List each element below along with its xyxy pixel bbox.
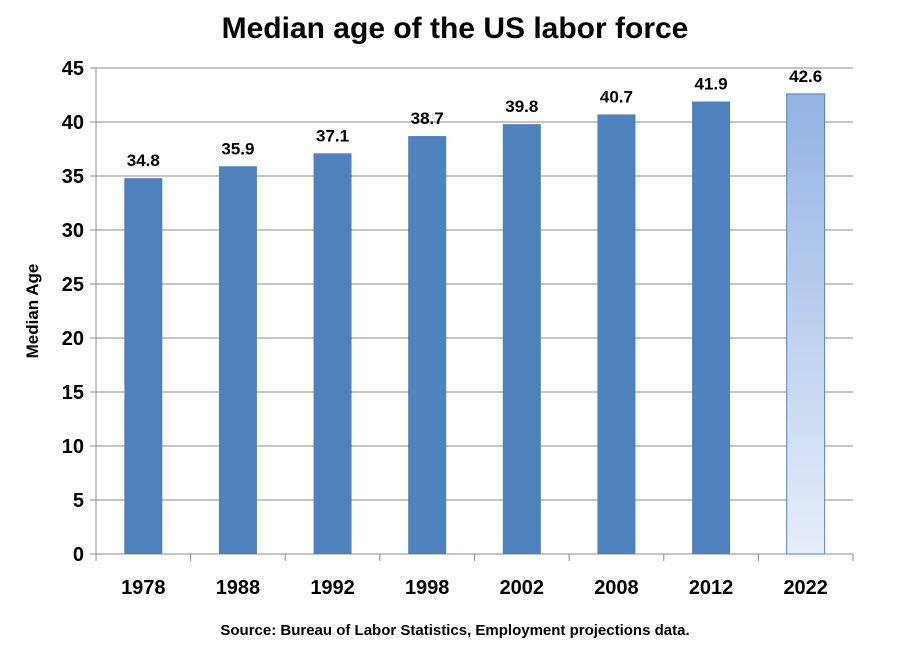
bar-2022 — [786, 93, 826, 555]
y-tick-label: 0 — [73, 544, 84, 566]
x-tick-label: 1988 — [216, 577, 261, 599]
data-label: 37.1 — [316, 126, 349, 145]
x-tick-label: 1992 — [310, 577, 355, 599]
data-labels: 34.8 35.9 37.1 38.7 39.8 40.7 41.9 42.6 — [127, 67, 822, 170]
bar-1978 — [124, 178, 163, 554]
bars — [124, 93, 826, 555]
bar-2012 — [692, 101, 731, 554]
data-label: 35.9 — [221, 139, 254, 158]
data-label: 38.7 — [411, 109, 444, 128]
data-label: 42.6 — [789, 67, 822, 86]
x-tick-label: 2012 — [689, 577, 734, 599]
y-tick-label: 15 — [62, 382, 84, 404]
x-tick-label: 1978 — [121, 577, 166, 599]
y-tick-label: 30 — [62, 220, 84, 242]
bar-1998 — [408, 136, 447, 555]
x-tick-label: 2022 — [783, 577, 828, 599]
y-tick-label: 25 — [62, 274, 84, 296]
y-tick-label: 20 — [62, 328, 84, 350]
bar-1988 — [218, 166, 257, 554]
gridlines — [96, 67, 853, 501]
chart-title: Median age of the US labor force — [221, 12, 689, 45]
y-tick-label: 5 — [73, 490, 84, 512]
y-tick-label: 40 — [62, 112, 84, 134]
data-label: 39.8 — [505, 97, 538, 116]
x-tick-label: 2002 — [500, 577, 545, 599]
axes: 0 5 10 15 20 25 30 35 40 45 1978 1988 1992 1998 2002 20… — [62, 58, 854, 599]
y-tick-label: 35 — [62, 166, 84, 188]
x-tick-label: 1998 — [405, 577, 450, 599]
bar-2002 — [502, 124, 541, 554]
data-label: 34.8 — [127, 151, 160, 170]
y-axis-label: Median Age — [23, 264, 42, 359]
source-note: Source: Bureau of Labor Statistics, Empl… — [220, 622, 690, 639]
bar-1992 — [313, 153, 352, 554]
bar-2008 — [597, 114, 636, 554]
x-tick-label: 2008 — [594, 577, 639, 599]
data-label: 40.7 — [600, 87, 633, 106]
data-label: 41.9 — [695, 74, 728, 93]
y-tick-label: 45 — [62, 58, 84, 80]
y-tick-label: 10 — [62, 436, 84, 458]
